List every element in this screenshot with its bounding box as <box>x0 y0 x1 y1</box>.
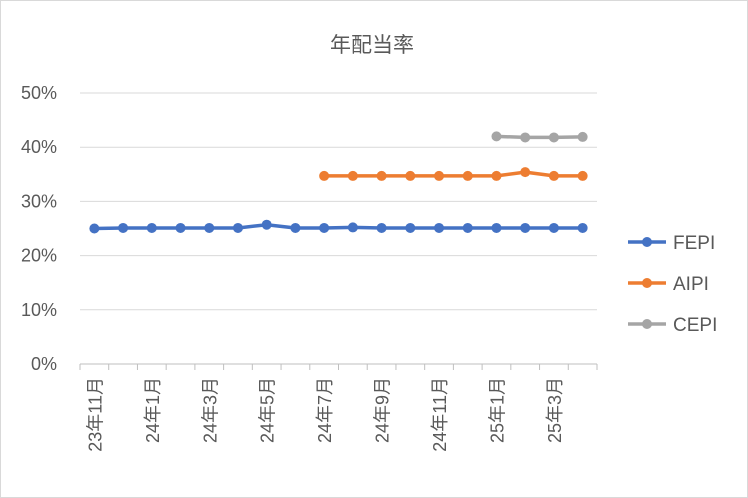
data-point <box>319 170 330 181</box>
data-point <box>434 222 445 233</box>
chart-title: 年配当率 <box>330 33 414 57</box>
x-tick-label: 24年9月 <box>373 377 393 443</box>
data-point <box>146 222 157 233</box>
data-point <box>347 170 358 181</box>
data-point <box>548 222 559 233</box>
y-tick-label: 0% <box>31 354 57 374</box>
x-tick-label: 24年11月 <box>430 377 450 452</box>
x-axis: 23年11月 24年1月 24年3月 24年5月 24年7月 24年9月 24年11月 25年… <box>79 364 598 452</box>
legend-marker <box>642 278 652 288</box>
data-point <box>434 170 445 181</box>
data-point <box>175 222 186 233</box>
y-tick-label: 40% <box>21 137 57 157</box>
legend-item-fepi: FEPI <box>628 233 715 254</box>
data-point <box>577 170 588 181</box>
y-tick-label: 20% <box>21 246 57 266</box>
series-line <box>94 222 583 231</box>
data-point <box>232 222 243 233</box>
series-fepi <box>89 219 588 234</box>
legend-label: CEPI <box>673 315 717 336</box>
legend-item-cepi: CEPI <box>628 315 717 336</box>
y-tick-label: 10% <box>21 300 57 320</box>
legend-label: AIPI <box>673 274 709 295</box>
data-point <box>347 222 358 233</box>
data-point <box>491 170 502 181</box>
data-point <box>405 222 416 233</box>
data-point <box>261 219 272 230</box>
data-point <box>548 170 559 181</box>
data-point <box>520 167 531 178</box>
data-point <box>520 222 531 233</box>
data-point <box>491 222 502 233</box>
data-point <box>548 132 559 143</box>
x-tick-label: 25年1月 <box>487 377 507 443</box>
legend-marker <box>642 319 652 329</box>
legend-marker <box>642 237 652 247</box>
data-point <box>577 131 588 142</box>
data-point <box>462 170 473 181</box>
y-tick-label: 30% <box>21 191 57 211</box>
series-lines <box>89 131 588 234</box>
data-point <box>290 222 301 233</box>
x-tick-label: 24年5月 <box>258 377 278 443</box>
data-point <box>118 222 129 233</box>
legend-label: FEPI <box>673 233 715 254</box>
series-cepi <box>491 131 588 143</box>
series-line <box>324 170 583 178</box>
x-tick-label: 23年11月 <box>85 377 105 452</box>
x-tick-label: 24年1月 <box>143 377 163 443</box>
y-tick-label: 50% <box>21 83 57 103</box>
data-point <box>520 132 531 143</box>
data-point <box>462 222 473 233</box>
data-point <box>376 170 387 181</box>
series-aipi <box>319 167 588 181</box>
y-axis-ticks: 0% 10% 20% 30% 40% 50% <box>21 83 57 374</box>
data-point <box>491 131 502 142</box>
data-point <box>319 222 330 233</box>
data-point <box>89 223 100 234</box>
legend: FEPI AIPI CEPI <box>628 233 717 336</box>
data-point <box>577 222 588 233</box>
data-point <box>405 170 416 181</box>
x-tick-label: 24年7月 <box>315 377 335 443</box>
data-point <box>204 222 215 233</box>
x-tick-label: 24年3月 <box>200 377 220 443</box>
x-tick-label: 25年3月 <box>545 377 565 443</box>
series-line <box>496 134 583 140</box>
data-point <box>376 222 387 233</box>
legend-item-aipi: AIPI <box>628 274 709 295</box>
